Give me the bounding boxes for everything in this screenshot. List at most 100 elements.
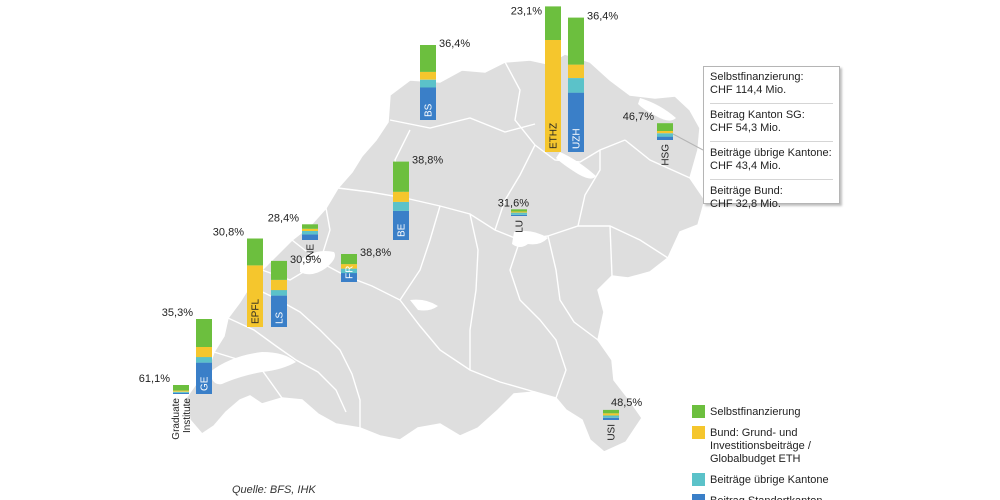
uni-label-ls: LS [275,311,286,324]
segment-standort-ls [271,295,287,327]
segment-selbst-uzh [568,17,584,65]
segment-selbst-ge [196,319,212,347]
legend-label-bund-1: Bund: Grund- und [710,427,797,439]
pct-label-ne: 28,4% [268,212,299,224]
callout-label: Selbstfinanzierung: [710,71,804,83]
segment-selbst-lu [511,209,527,212]
segment-standort-bs [420,87,436,120]
callout-value: CHF 43,4 Mio. [710,160,781,172]
segment-standort-ge [196,362,212,394]
callout-label: Beiträge Bund: [710,185,783,197]
pct-label-epfl: 30,8% [213,227,244,239]
callout-pointer [672,133,704,151]
segment-bund-fr [341,264,357,269]
segment-uebrige-bs [420,79,436,88]
bar-lu: 31,6% LU [498,197,529,232]
segment-standort-fr [341,273,357,282]
segment-selbst-epfl [247,238,263,266]
bar-bs: 36,4% BS [420,38,470,120]
segment-bund-epfl [247,265,263,327]
legend-swatch-standort [692,494,705,500]
legend-label-uebrige: Beiträge übrige Kantone [710,474,829,486]
segment-uebrige-ls [271,290,287,296]
bar-graduate-institute: 61,1% Graduate Institute [139,373,193,440]
uni-label-uzh: UZH [572,128,583,149]
segment-bund-usi [603,413,619,416]
uni-label-ethz: ETHZ [549,123,560,149]
uni-label-ge: GE [200,376,211,391]
switzerland-outline [185,53,706,453]
segment-uebrige-ne [302,231,318,235]
segment-standort-hsg [657,136,673,140]
pct-label-uzh: 36,4% [587,11,618,23]
legend-swatch-uebrige [692,473,705,486]
bar-hsg: 46,7% HSG [623,111,673,166]
callout-entry: Beiträge übrige Kantone: CHF 43,4 Mio. [710,147,833,173]
segment-bund-be [393,191,409,202]
bar-be: 38,8% BE [393,155,443,240]
callout-label: Beiträge übrige Kantone: [710,147,832,159]
segment-standort-graduate-institute [173,392,189,394]
segment-bund-ethz [545,40,561,152]
segment-selbst-hsg [657,123,673,131]
segment-uebrige-hsg [657,133,673,137]
lake-zurich [556,152,596,179]
segment-uebrige-lu [511,212,527,215]
bar-ls: 30,9% LS [271,254,321,327]
segment-standort-usi [603,417,619,420]
uni-label-usi: USI [607,424,618,441]
segment-bund-bs [420,71,436,80]
lake-lucerne [512,230,548,247]
uni-label-ne: NE [306,244,317,258]
segment-standort-be [393,210,409,240]
lakes [210,98,676,445]
segment-selbst-bs [420,45,436,72]
callout-entry: Beiträge Bund: CHF 32,8 Mio. [710,185,833,211]
legend-item-selbst: Selbstfinanzierung [692,405,801,418]
callout-value: CHF 114,4 Mio. [710,84,787,96]
legend-label-selbst: Selbstfinanzierung [710,406,801,418]
uni-label-epfl: EPFL [251,299,262,324]
segment-bund-uzh [568,64,584,78]
pct-label-ethz: 23,1% [511,5,542,17]
pct-label-graduate-institute: 61,1% [139,373,170,385]
pct-label-lu: 31,6% [498,197,529,209]
segment-bund-ls [271,280,287,291]
bar-ethz: 23,1% ETHZ [511,5,561,152]
uni-label-bs: BS [424,103,435,117]
pct-label-ge: 35,3% [162,307,193,319]
segment-selbst-usi [603,409,619,414]
callout-label: Beitrag Kanton SG: [710,109,805,121]
pct-label-bs: 36,4% [439,38,470,50]
segment-uebrige-uzh [568,78,584,93]
lake-constance [638,98,676,121]
source-note: Quelle: BFS, IHK [232,484,316,496]
segment-bund-hsg [657,131,673,134]
callout-value: CHF 54,3 Mio. [710,122,781,134]
segment-selbst-graduate-institute [173,385,189,391]
lake-neuchatel [300,251,335,275]
uni-label-lu: LU [515,220,526,233]
uni-label-hsg: HSG [661,144,672,166]
callout-separator [710,179,833,180]
bar-epfl: 30,8% EPFL [213,227,263,327]
segment-bund-ge [196,347,212,358]
legend-swatch-selbst [692,405,705,418]
uni-label-be: BE [397,223,408,237]
segment-uebrige-usi [603,415,619,418]
callout-entry: Selbstfinanzierung: CHF 114,4 Mio. [710,71,833,97]
segment-standort-ne [302,234,318,240]
pct-label-hsg: 46,7% [623,111,654,123]
callout-entry: Beitrag Kanton SG: CHF 54,3 Mio. [710,109,833,135]
bar-fr: 38,8% FR [341,247,391,282]
segment-standort-lu [511,214,527,216]
segment-selbst-ls [271,260,287,280]
legend-label-bund-3: Globalbudget ETH [710,453,801,465]
legend-swatch-bund [692,426,705,439]
legend-label-bund-2: Investitionsbeiträge / [710,440,812,452]
legend-item-uebrige: Beiträge übrige Kantone [692,473,829,486]
callout-value: CHF 32,8 Mio. [710,198,781,210]
segment-uebrige-fr [341,268,357,274]
pct-label-usi: 48,5% [611,397,642,409]
